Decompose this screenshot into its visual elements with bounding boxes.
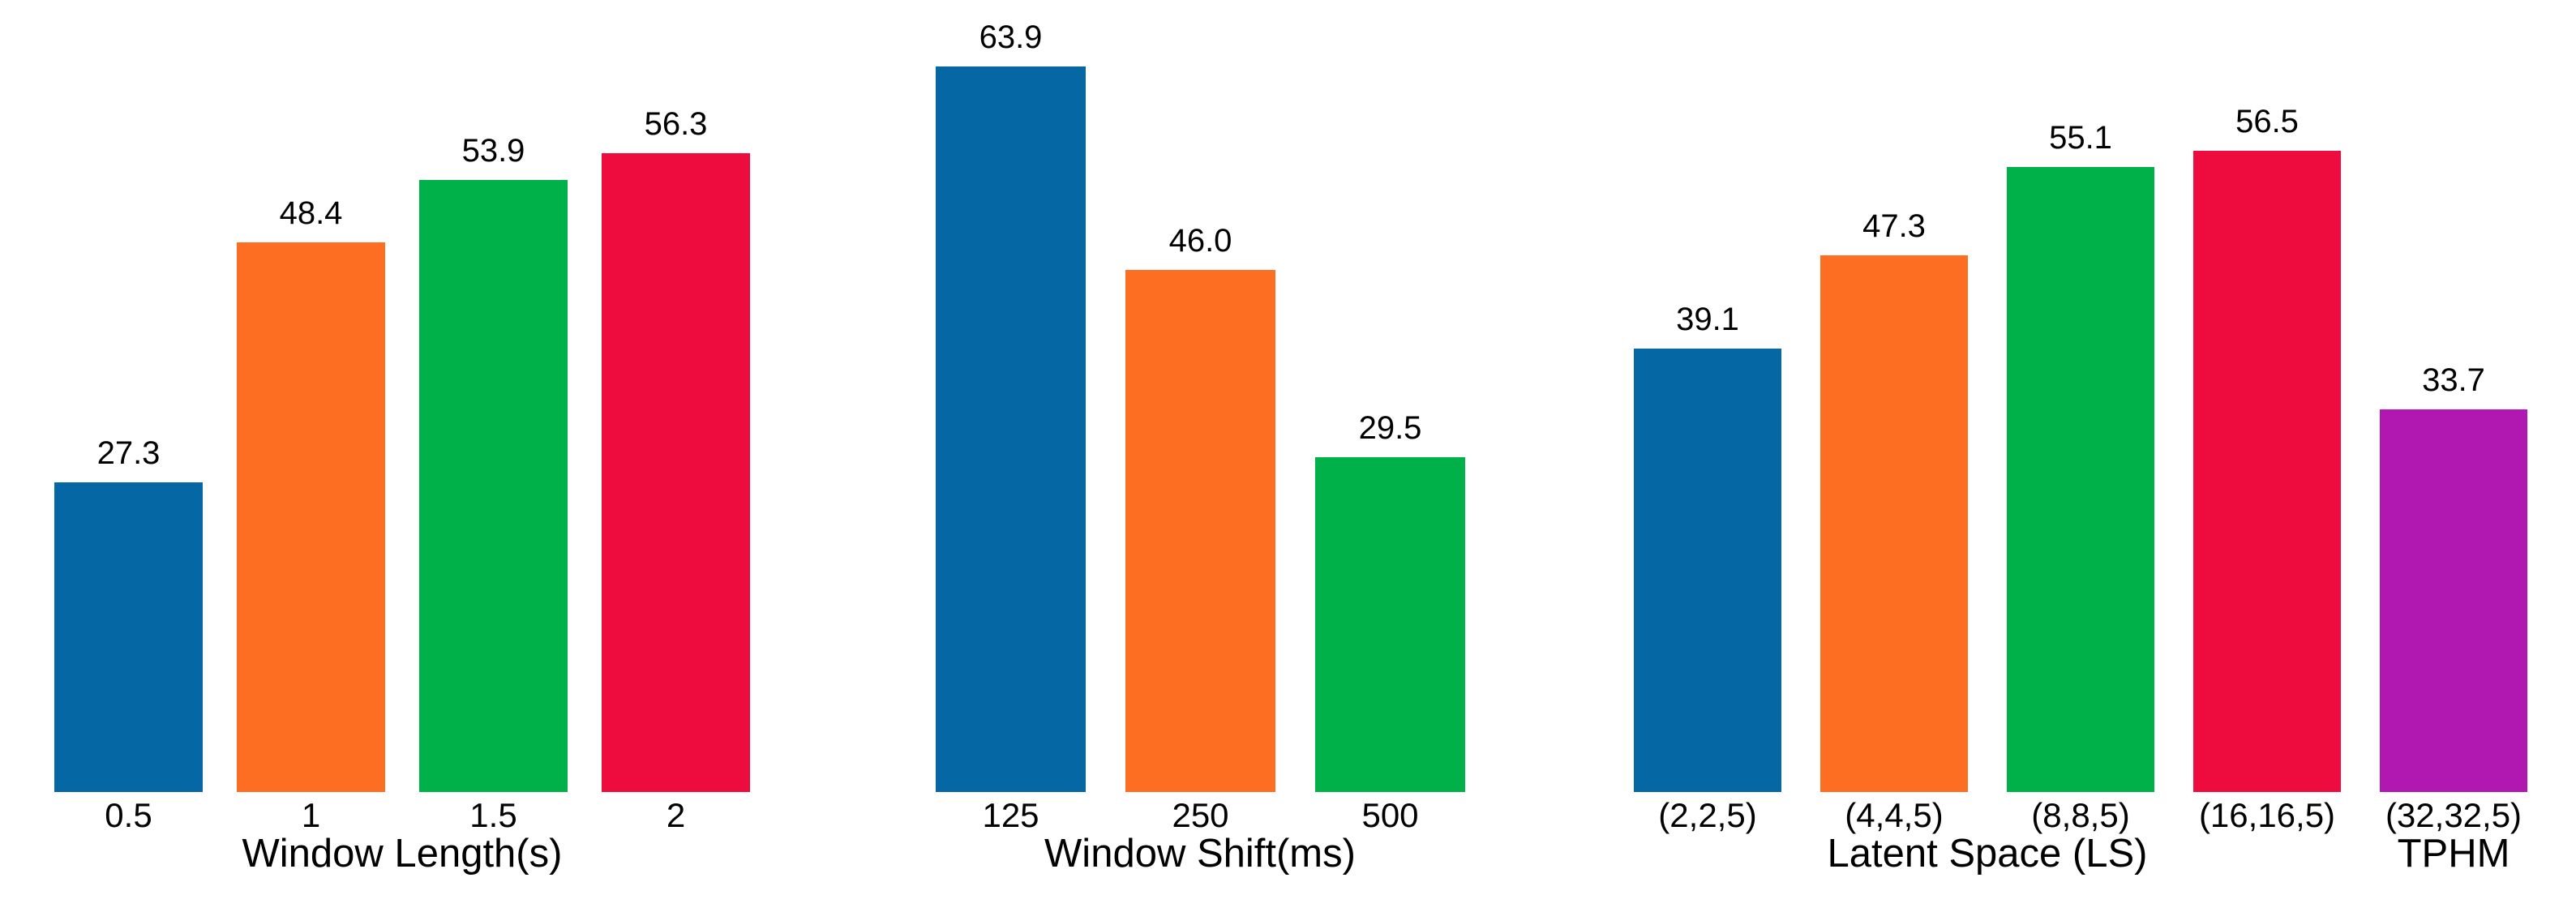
bar-category-label: 250 (1172, 796, 1229, 834)
x-axis-label-latent-space: Latent Space (LS) (1827, 832, 2148, 876)
bar (1634, 349, 1781, 792)
bar (936, 66, 1086, 792)
bar-value-label: 33.7 (2422, 362, 2485, 398)
bar-value-label: 56.5 (2235, 104, 2299, 139)
bar (1125, 270, 1275, 792)
bar-category-label: (2,2,5) (1658, 796, 1757, 834)
bar-category-label: 2 (666, 796, 686, 834)
bar-value-label: 27.3 (96, 435, 161, 471)
x-axis-label-tphm: TPHM (2397, 832, 2510, 876)
bar-value-label: 56.3 (644, 106, 708, 142)
bar-value-label: 46.0 (1168, 223, 1232, 259)
bar (1820, 255, 1968, 792)
x-axis-label-window-length: Window Length(s) (242, 832, 563, 876)
bar (419, 180, 568, 792)
bar-value-label: 29.5 (1358, 410, 1422, 446)
bar (2380, 409, 2527, 792)
bar-category-label: (4,4,5) (1845, 796, 1944, 834)
bar-category-label: (16,16,5) (2198, 796, 2336, 834)
bar (2193, 151, 2341, 792)
bar-category-label: 125 (982, 796, 1039, 834)
bar-category-label: 500 (1361, 796, 1419, 834)
bar-category-label: (8,8,5) (2031, 796, 2130, 834)
x-axis-label-window-shift: Window Shift(ms) (1044, 832, 1356, 876)
bar (2007, 167, 2154, 792)
bar (602, 153, 750, 792)
bar-category-label: 1.5 (469, 796, 517, 834)
bar-value-label: 48.4 (279, 195, 343, 231)
bar (54, 482, 203, 792)
bar-value-label: 39.1 (1676, 302, 1739, 337)
bar-category-label: 0.5 (105, 796, 152, 834)
bar (1315, 457, 1465, 792)
bar-value-label: 63.9 (979, 19, 1043, 55)
bar-category-label: 1 (301, 796, 321, 834)
bar (237, 242, 385, 792)
bar-value-label: 47.3 (1862, 208, 1926, 244)
bar-value-label: 55.1 (2049, 120, 2112, 156)
bar-value-label: 53.9 (461, 133, 525, 169)
bar-category-label: (32,32,5) (2385, 796, 2522, 834)
